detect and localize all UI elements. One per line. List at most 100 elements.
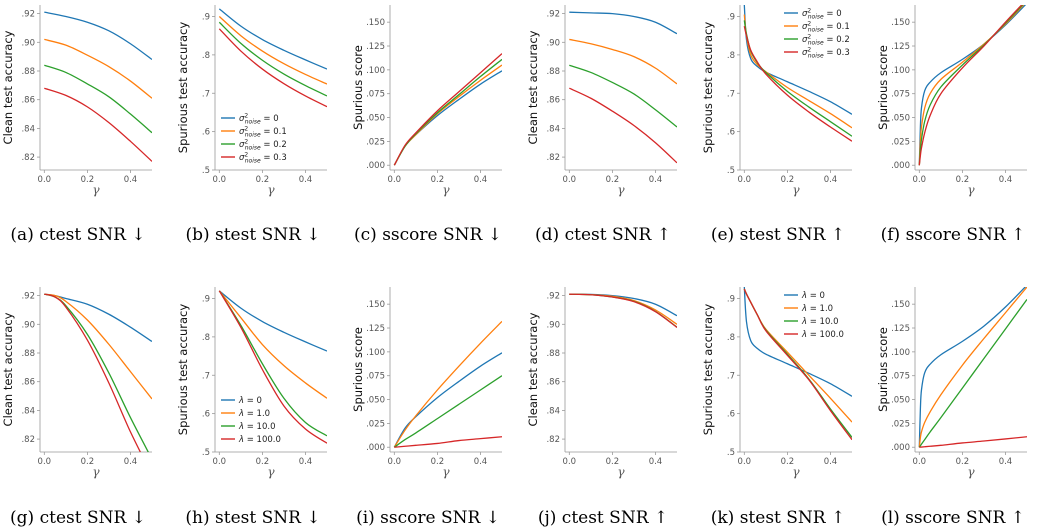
series-group xyxy=(743,5,852,142)
x-tick-label: 0.2 xyxy=(81,175,95,185)
series-line-1 xyxy=(393,320,502,448)
y-tick-label: .8 xyxy=(202,51,210,61)
x-axis-label: γ xyxy=(967,183,975,197)
subplot-b: .5 .6 .7 .8 .9 0.0 0.2 0.4 γ Spurious test accura… xyxy=(176,5,327,245)
y-tick-label: .84 xyxy=(546,406,560,416)
y-axis-label: Spurious test accuracy xyxy=(701,304,715,436)
x-axis-label: γ xyxy=(792,183,800,197)
x-tick-label: 0.0 xyxy=(563,457,577,467)
series-group xyxy=(393,320,502,448)
subplot-a: .82 .84 .86 .88 .90 .92 0.0 0.2 0.4 γ Clean test a… xyxy=(1,5,152,245)
series-line-1 xyxy=(218,16,327,85)
series-line-2 xyxy=(393,58,502,166)
y-tick-label: .100 xyxy=(891,348,910,358)
x-tick-label: 0.4 xyxy=(999,175,1013,185)
x-axis-label: γ xyxy=(617,465,625,479)
legend-entry: σ2 noise = 0.2 xyxy=(802,34,850,47)
series-line-3 xyxy=(394,436,502,448)
legend-entry: λ = 0 xyxy=(801,291,825,301)
x-tick-label: 0.4 xyxy=(824,457,838,467)
y-tick-label: .9 xyxy=(727,13,735,23)
x-tick-label: 0.4 xyxy=(649,175,663,185)
x-tick-label: 0.2 xyxy=(606,175,620,185)
y-tick-label: .9 xyxy=(202,13,210,23)
y-tick-label: .84 xyxy=(546,124,560,134)
series-line-0 xyxy=(918,5,1027,166)
x-tick-label: 0.0 xyxy=(213,175,227,185)
x-tick-label: 0.0 xyxy=(213,457,227,467)
series-line-0 xyxy=(218,290,327,352)
series-group xyxy=(218,290,327,444)
y-tick-label: .92 xyxy=(21,292,35,302)
x-tick-label: 0.2 xyxy=(256,457,270,467)
y-axis-label: Clean test accuracy xyxy=(1,312,15,426)
series-line-0 xyxy=(569,11,677,35)
series-group xyxy=(569,11,677,164)
x-tick-label: 0.2 xyxy=(781,175,795,185)
series-group xyxy=(918,5,1027,166)
y-tick-label: .5 xyxy=(202,166,210,176)
y-tick-label: .82 xyxy=(546,153,560,163)
x-tick-label: 0.0 xyxy=(913,457,927,467)
x-tick-label: 0.0 xyxy=(738,175,752,185)
series-line-1 xyxy=(44,293,152,400)
x-axis-label: γ xyxy=(267,183,275,197)
y-tick-label: .88 xyxy=(21,67,35,77)
series-line-3 xyxy=(569,87,677,164)
y-tick-label: .000 xyxy=(891,443,910,453)
series-group xyxy=(44,11,152,162)
legend-entry: λ = 10.0 xyxy=(238,422,275,432)
x-tick-label: 0.2 xyxy=(781,457,795,467)
y-tick-label: .90 xyxy=(546,38,560,48)
y-axis-label: Spurious score xyxy=(351,327,365,412)
series-group xyxy=(393,53,502,166)
x-tick-label: 0.0 xyxy=(38,175,52,185)
y-axis-label: Clean test accuracy xyxy=(1,30,15,144)
series-group xyxy=(918,287,1027,448)
y-tick-label: .9 xyxy=(202,295,210,305)
legend-entry: λ = 100.0 xyxy=(801,330,844,340)
series-line-0 xyxy=(393,352,502,448)
y-axis-label: Clean test accuracy xyxy=(526,30,540,144)
x-tick-label: 0.4 xyxy=(124,457,138,467)
y-tick-label: .025 xyxy=(366,419,385,429)
subplot-caption: (g) ctest SNR ↓ xyxy=(10,508,146,528)
series-line-1 xyxy=(44,38,152,99)
series-line-3 xyxy=(569,293,677,328)
series-line-1 xyxy=(743,288,852,423)
subplot-caption: (c) sscore SNR ↓ xyxy=(354,225,502,245)
y-axis-label: Clean test accuracy xyxy=(526,312,540,426)
y-tick-label: .000 xyxy=(366,161,385,171)
series-line-0 xyxy=(218,8,327,70)
y-tick-label: .125 xyxy=(891,324,910,334)
y-tick-label: .025 xyxy=(891,137,910,147)
subplot-c: .000 .025 .050 .075 .100 .125 .150 0.0 0.2 0.4 γ Sp… xyxy=(351,5,502,245)
y-tick-label: .8 xyxy=(727,51,735,61)
y-tick-label: .8 xyxy=(202,333,210,343)
y-tick-label: .150 xyxy=(366,18,385,28)
x-tick-label: 0.0 xyxy=(388,175,402,185)
y-tick-label: .5 xyxy=(727,166,735,176)
legend-entry: λ = 100.0 xyxy=(238,435,281,445)
y-tick-label: .6 xyxy=(202,410,210,420)
legend: λ = 0 λ = 1.0 λ = 10.0 λ = 100.0 xyxy=(221,396,281,445)
y-tick-label: .92 xyxy=(546,10,560,20)
series-line-3 xyxy=(393,53,502,166)
subplot-caption: (b) stest SNR ↓ xyxy=(185,225,320,245)
y-tick-label: .5 xyxy=(727,448,735,458)
y-axis-label: Spurious test accuracy xyxy=(176,304,190,436)
x-axis-label: γ xyxy=(617,183,625,197)
y-tick-label: .150 xyxy=(891,18,910,28)
y-axis-label: Spurious score xyxy=(876,45,890,130)
y-tick-label: .90 xyxy=(21,38,35,48)
subplot-caption: (k) stest SNR ↑ xyxy=(711,508,846,528)
x-tick-label: 0.0 xyxy=(913,175,927,185)
subplot-l: .000 .025 .050 .075 .100 .125 .150 0.0 0.2 0.4 γ Sp… xyxy=(876,287,1027,528)
series-line-0 xyxy=(44,11,152,61)
series-line-2 xyxy=(218,290,327,437)
y-tick-label: .6 xyxy=(727,128,735,138)
series-line-2 xyxy=(44,293,149,452)
y-tick-label: .86 xyxy=(546,96,560,106)
subplot-k: .5 .6 .7 .8 .9 0.0 0.2 0.4 γ Spurious test accura… xyxy=(701,287,852,528)
